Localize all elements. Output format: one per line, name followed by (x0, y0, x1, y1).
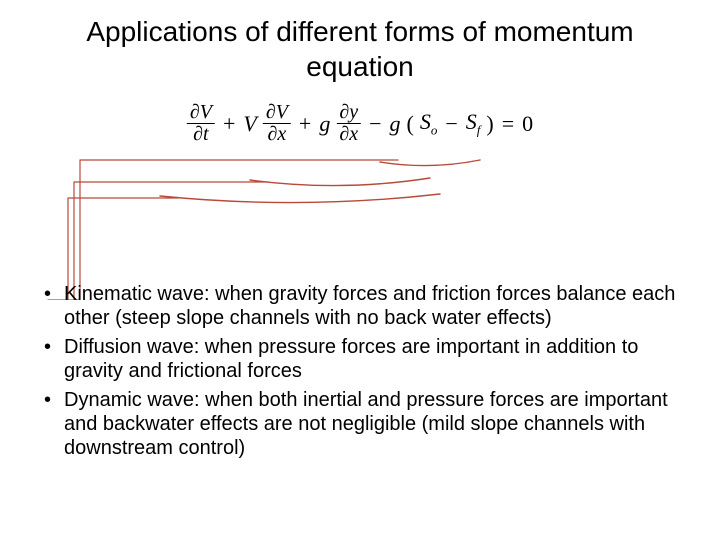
inner-minus: − (443, 111, 459, 137)
equals: = (500, 111, 516, 137)
equation-region: ∂V ∂t + V ∂V ∂x + g ∂y ∂x − g ( So − Sf … (0, 102, 720, 222)
list-item: Dynamic wave: when both inertial and pre… (36, 388, 684, 461)
minus: − (367, 111, 383, 137)
page-title: Applications of different forms of momen… (0, 0, 720, 84)
paren-close: ) (486, 111, 493, 137)
list-item: Kinematic wave: when gravity forces and … (36, 282, 684, 331)
zero: 0 (522, 111, 533, 137)
so-term: So (420, 109, 438, 138)
sf-term: Sf (466, 109, 481, 138)
list-item: Diffusion wave: when pressure forces are… (36, 335, 684, 384)
bullet-list: Kinematic wave: when gravity forces and … (36, 282, 684, 465)
coef-g1: g (319, 111, 330, 137)
plus-2: + (297, 111, 313, 137)
coef-g2: g (390, 111, 401, 137)
term-dv-dt: ∂V ∂t (187, 102, 215, 145)
term-dv-dx: ∂V ∂x (263, 102, 291, 145)
plus-1: + (221, 111, 237, 137)
coef-v: V (243, 111, 256, 137)
term-dy-dx: ∂y ∂x (336, 102, 361, 145)
momentum-equation: ∂V ∂t + V ∂V ∂x + g ∂y ∂x − g ( So − Sf … (187, 102, 533, 145)
paren-open: ( (407, 111, 414, 137)
